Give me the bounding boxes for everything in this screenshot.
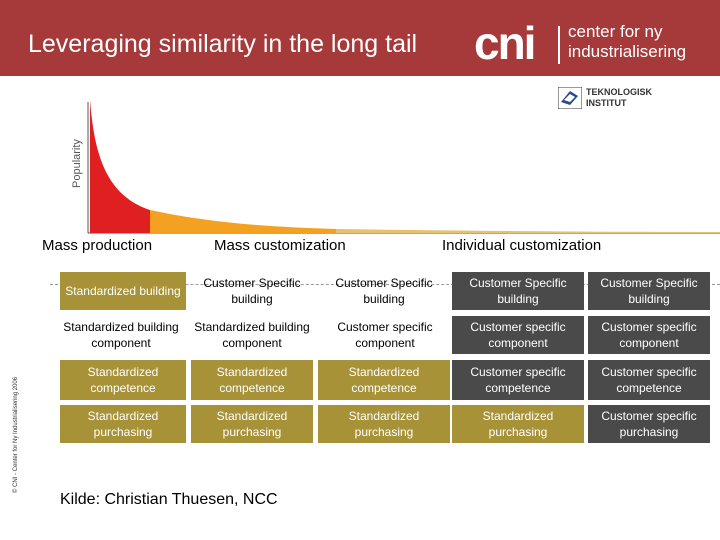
grid-divider xyxy=(50,284,720,285)
cell-r1-c0: Standardized building component xyxy=(63,320,179,350)
source-citation: Kilde: Christian Thuesen, NCC xyxy=(60,491,278,508)
header-individual-customization: Individual customization xyxy=(442,237,602,254)
cell-r3-c2: Standardized purchasing xyxy=(318,405,450,443)
cni-logo-line1: center for ny xyxy=(568,22,663,41)
cell-r0-c2: Customer Specific building xyxy=(335,276,433,306)
logo-divider xyxy=(558,26,560,64)
institute-logo-line2: INSTITUT xyxy=(586,98,627,108)
cell-r1-c4: Customer specific component xyxy=(588,316,710,354)
cell-r2-c1: Standardized competence xyxy=(191,360,313,400)
copyright-text: © CNI - Center for Ny Industrialisering … xyxy=(13,376,19,494)
cni-logo: cni xyxy=(474,17,536,69)
cell-r2-c0: Standardized competence xyxy=(60,360,186,400)
header-mass-production: Mass production xyxy=(42,237,153,254)
cell-r0-c0: Standardized building xyxy=(60,272,186,310)
chart-head-area xyxy=(90,100,150,233)
cell-r0-c3: Customer Specific building xyxy=(452,272,584,310)
institute-logo-icon xyxy=(558,87,582,109)
cell-r3-c4: Customer specific purchasing xyxy=(588,405,710,443)
cni-logo-line2: industrialisering xyxy=(568,42,687,61)
cell-r2-c4: Customer specific competence xyxy=(588,360,710,400)
header-mass-customization: Mass customization xyxy=(214,237,346,254)
cni-logo-text: center for ny industrialisering xyxy=(568,22,686,62)
cell-r3-c0: Standardized purchasing xyxy=(60,405,186,443)
title-banner: Leveraging similarity in the long tail c… xyxy=(0,0,720,76)
cell-r3-c1: Standardized purchasing xyxy=(191,405,313,443)
cell-r0-c4: Customer Specific building xyxy=(588,272,710,310)
cell-r1-c2: Customer specific component xyxy=(337,320,433,350)
cell-r1-c1: Standardized building component xyxy=(194,320,310,350)
long-tail-chart: Popularity xyxy=(71,100,720,234)
chart-y-label: Popularity xyxy=(71,139,83,188)
slide-title: Leveraging similarity in the long tail xyxy=(28,30,418,58)
chart-tail-area xyxy=(336,229,720,233)
chart-middle-area xyxy=(150,210,336,233)
institute-logo-text: TEKNOLOGISK INSTITUT xyxy=(586,87,652,109)
cell-r3-c3: Standardized purchasing xyxy=(452,405,584,443)
teknologisk-institut-logo: TEKNOLOGISK INSTITUT xyxy=(558,86,678,112)
copyright-notice: © CNI - Center for Ny Industrialisering … xyxy=(10,340,22,530)
cell-r0-c1: Customer Specific building xyxy=(203,276,301,306)
institute-logo-line1: TEKNOLOGISK xyxy=(586,87,653,97)
cell-r1-c3: Customer specific component xyxy=(452,316,584,354)
cell-r2-c2: Standardized competence xyxy=(318,360,450,400)
cell-r2-c3: Customer specific competence xyxy=(452,360,584,400)
